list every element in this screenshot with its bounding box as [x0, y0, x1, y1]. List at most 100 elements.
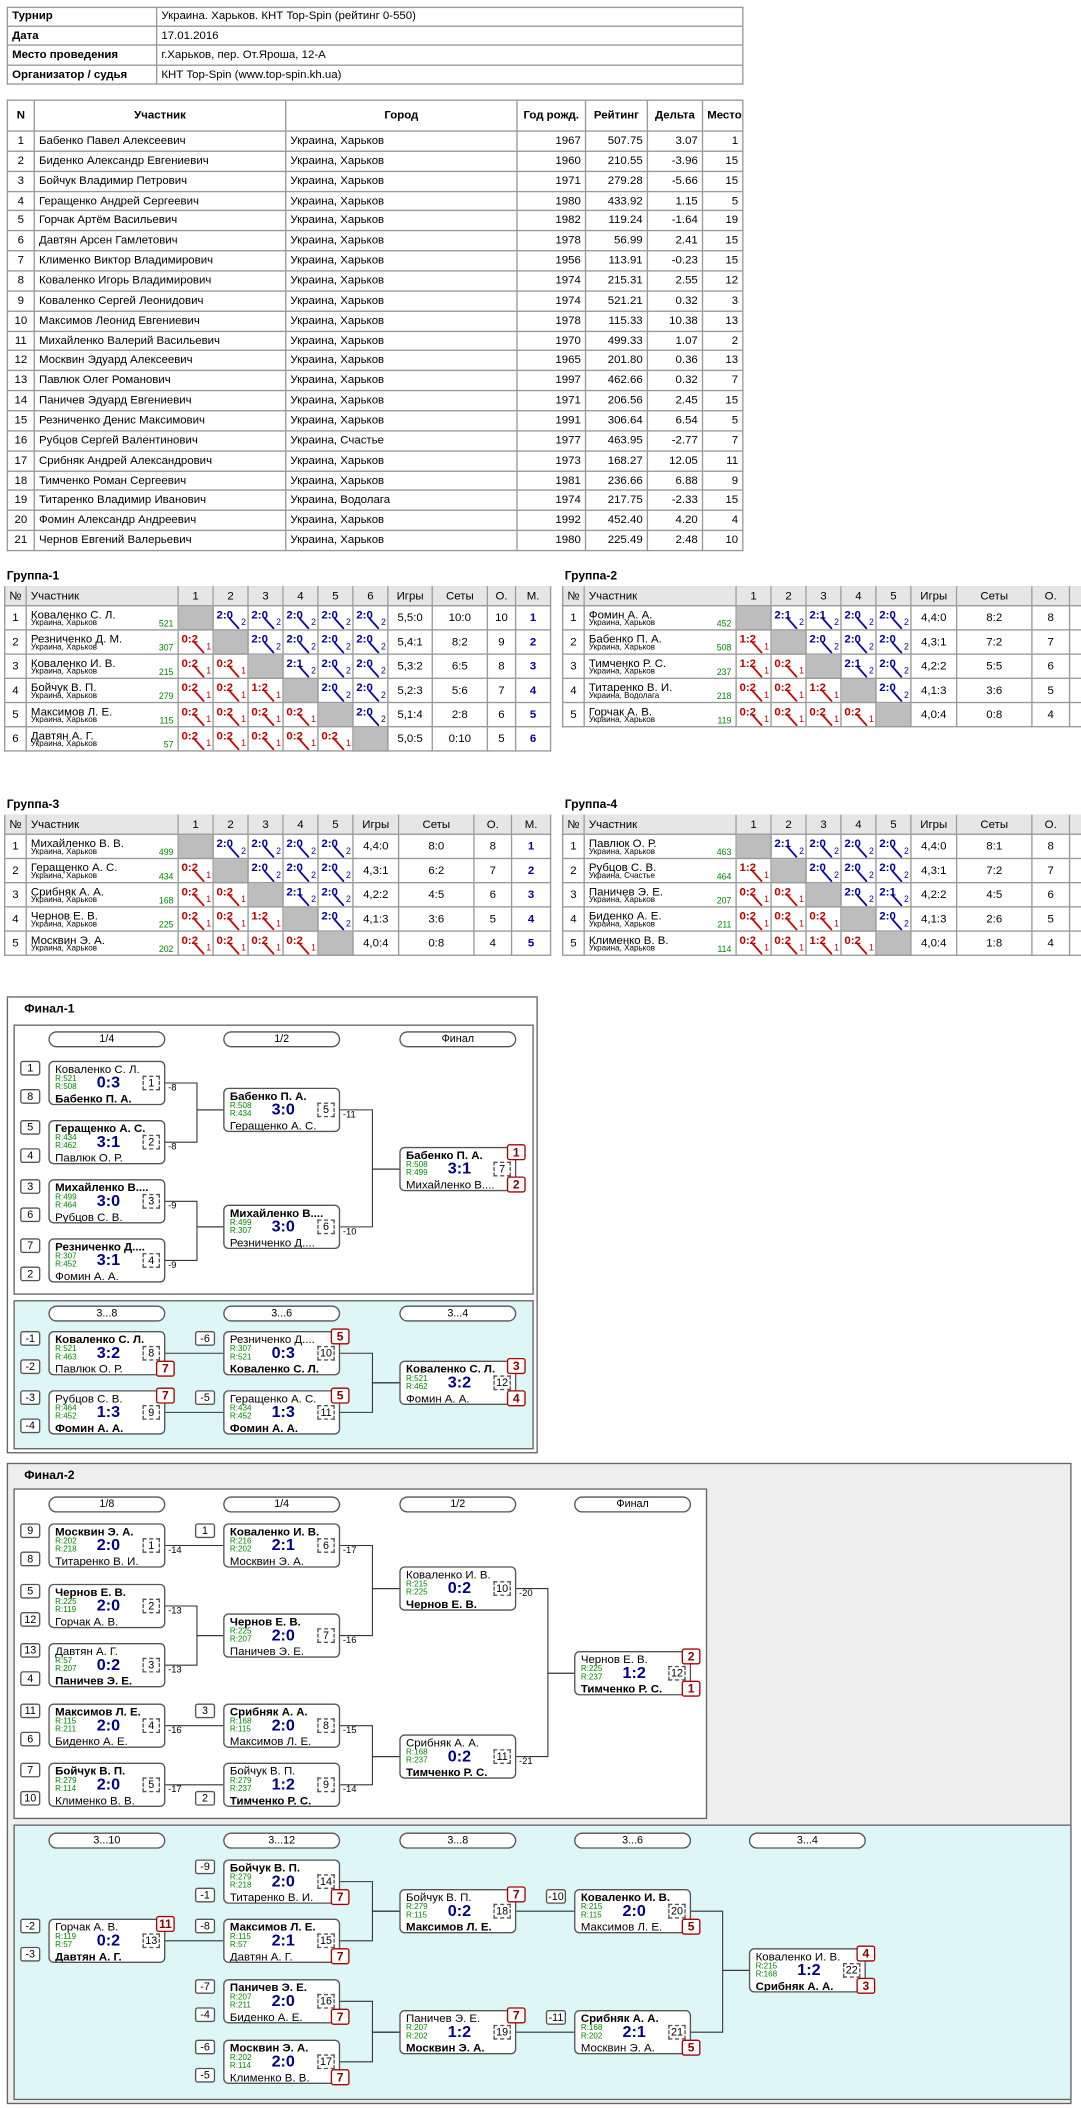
column-header: М. [1070, 586, 1081, 607]
participants-cell: 7 [703, 371, 744, 392]
player-rating: R:115 [229, 1933, 251, 1942]
participants-cell: Украина, Харьков [286, 211, 518, 232]
player-name: Москвин Э. А. [229, 2040, 309, 2055]
result-points: 1 [206, 715, 212, 725]
result-points: 2 [869, 642, 874, 653]
participants-cell: 15 [703, 491, 744, 512]
participants-cell: Срибняк Андрей Александрович [34, 451, 287, 472]
player-name: Клименко В. В. [229, 2070, 310, 2084]
seed: -9 [194, 1859, 216, 1875]
result-slash [193, 713, 205, 727]
participants-cell: Украина, Харьков [286, 191, 518, 212]
result-points: 2 [346, 666, 351, 677]
participants-cell: 1981 [517, 471, 587, 492]
participants-cell: 1974 [517, 271, 587, 292]
participants-cell: 507.75 [586, 131, 649, 152]
result-slash [368, 617, 380, 630]
info-label: Дата [6, 26, 158, 46]
result-points: 1 [241, 715, 247, 725]
participants-cell: Геращенко Андрей Сергеевич [34, 191, 287, 212]
result-points: 2 [904, 642, 909, 653]
result-cell: 2:0 2 [876, 606, 912, 631]
column-header: Участник [584, 586, 737, 607]
place: 3 [856, 1977, 876, 1994]
participants-cell: Украина, Харьков [286, 311, 518, 332]
points: 6 [488, 703, 517, 728]
participants-cell: 21 [6, 531, 35, 552]
player-name: Резниченко Д. М. [30, 631, 123, 646]
player-name: Тимченко Р. С. [588, 656, 667, 670]
result-points: 1 [276, 739, 282, 749]
seed: -8 [194, 1918, 216, 1934]
result-points: 2 [346, 691, 351, 701]
participants-cell: Украина, Харьков [286, 351, 518, 372]
participants-cell: 15 [703, 231, 744, 252]
result-slash [298, 713, 310, 727]
result-cell: 2:1 2 [283, 654, 319, 679]
column-header: Город [286, 99, 518, 132]
sets: 5:6 [432, 678, 489, 704]
player-rating: R:115 [580, 1911, 602, 1920]
place: 5 [681, 1918, 701, 1935]
result-cell: 2:0 2 [318, 630, 354, 655]
result-cell: 1:2 1 [736, 630, 772, 655]
player-name: Бабенко П. А. [588, 631, 662, 646]
match-box: Бойчук В. П. R:279 Максимов Л. Е. R:115 0:2 1… [399, 1889, 517, 1934]
info-value: КНТ Top-Spin (www.top-spin.kh.ua) [157, 65, 744, 85]
result-slash [298, 617, 310, 630]
player-cell: Давтян А. Г. Украина, Харьков 57 [26, 727, 179, 752]
participants-cell: 1978 [517, 231, 587, 252]
column-header: Год рожд. [517, 99, 587, 132]
games: 5,4:1 [388, 630, 433, 655]
result-slash [333, 689, 345, 702]
participants-cell: 13 [6, 371, 35, 392]
place: 4 [856, 1945, 876, 1962]
participants-cell: 2.45 [648, 391, 704, 412]
participants-cell: Рубцов Сергей Валентинович [34, 431, 287, 452]
participants-cell: 1980 [517, 191, 587, 212]
row-number: 5 [4, 703, 27, 728]
place: 7 [330, 1889, 350, 1906]
participants-cell: 6 [6, 231, 35, 252]
column-header: 1 [178, 586, 214, 607]
match-box: Паничев Э. Е. R:207 Биденко А. Е. R:211 2:0 1… [223, 1979, 341, 2024]
sets: 7:2 [957, 630, 1033, 655]
participants-cell: 4 [703, 511, 744, 532]
participants-cell: 1960 [517, 151, 587, 172]
player-city: Украина, Харьков [30, 619, 98, 628]
result-points: 1 [241, 691, 247, 701]
participants-cell: -5.66 [648, 171, 704, 192]
result-slash [193, 689, 205, 702]
result-cell: 2:0 2 [318, 678, 354, 704]
result-points: 2 [311, 618, 316, 628]
result-slash [821, 617, 833, 630]
player-rating: R:119 [55, 1933, 77, 1942]
round-label: 3...8 [399, 1832, 517, 1849]
column-header: 5 [318, 586, 354, 607]
player-name: Коваленко С. Л. [30, 607, 116, 622]
seed: -3 [20, 1946, 41, 1962]
participants-cell: Украина, Харьков [286, 451, 518, 472]
result-cell: 2:0 2 [353, 678, 389, 704]
player-name: Бойчук В. П. [30, 680, 97, 694]
games: 5,2:3 [388, 678, 433, 704]
participants-cell: 1991 [517, 411, 587, 432]
result-slash [333, 665, 345, 678]
player-name: Давтян А. Г. [229, 1949, 293, 1963]
seed: -7 [194, 1979, 216, 1994]
result-slash [368, 713, 380, 727]
player-city: Украина, Харьков [588, 619, 656, 628]
round-label: 3...10 [48, 1832, 166, 1849]
round-label: 3...12 [223, 1832, 341, 1849]
match-score: 2:0 [271, 2051, 295, 2071]
place: 5 [681, 2039, 701, 2056]
player-name: Давтян А. Г. [55, 1949, 122, 1963]
games: 5,5:0 [388, 606, 433, 631]
column-header: 5 [876, 586, 912, 607]
match-number: 17 [317, 2054, 335, 2070]
player-rating: R:168 [580, 2024, 603, 2033]
result-cell: 1:2 1 [248, 678, 284, 704]
match-score: 0:2 [447, 1901, 472, 1920]
seed: -4 [194, 2007, 216, 2023]
